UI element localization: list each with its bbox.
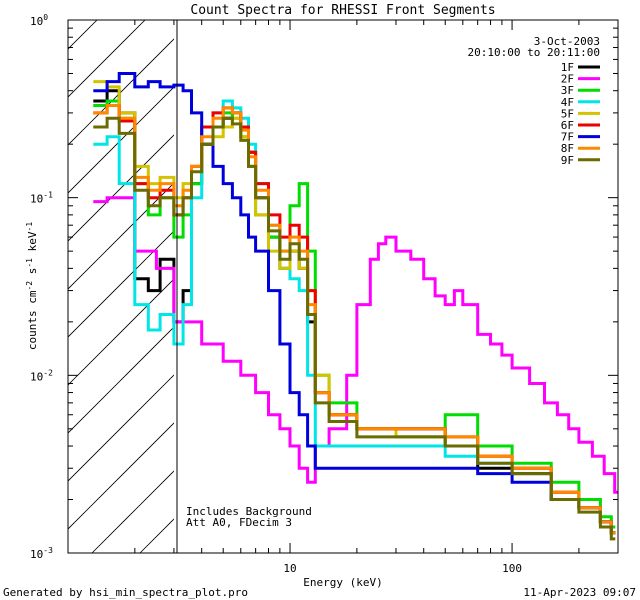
hatch-line [68, 182, 174, 290]
footer-timestamp: 11-Apr-2023 09:07 [523, 586, 636, 599]
y-tick-label: 10-3 [30, 546, 53, 561]
chart-title: Count Spectra for RHESSI Front Segments [190, 3, 495, 18]
y-tick-labels: 10-3 10-2 10-1 100 [30, 13, 53, 561]
legend-label-3F: 3F [561, 84, 574, 97]
date-label: 3-Oct-2003 [534, 35, 600, 48]
series-8F [93, 104, 616, 535]
y-axis-label: counts cm-2 s-1 keV-1 [25, 222, 39, 350]
hatch-line [68, 278, 174, 386]
plot-frame [67, 19, 619, 554]
x-axis-label: Energy (keV) [303, 576, 382, 589]
hatched-region [0, 0, 640, 553]
hatch-line [68, 422, 174, 530]
series-9F [93, 116, 616, 541]
series-5F [93, 80, 616, 535]
series-2F [93, 196, 618, 494]
hatch-line [68, 326, 174, 434]
hatch-line [68, 38, 174, 146]
annotation-attenuator: Att A0, FDecim 3 [186, 516, 292, 529]
legend-label-2F: 2F [561, 73, 574, 86]
legend-label-8F: 8F [561, 142, 574, 155]
hatch-line [68, 20, 146, 98]
x-tick-labels: 10 100 [283, 562, 522, 575]
hatch-line [0, 0, 28, 553]
legend-label-4F: 4F [561, 96, 574, 109]
y-tick-label: 100 [30, 13, 48, 28]
footer-generated-by: Generated by hsi_min_spectra_plot.pro [3, 586, 248, 599]
legend-label-1F: 1F [561, 61, 574, 74]
y-tick-label: 10-2 [30, 368, 53, 383]
hatch-line [68, 374, 174, 482]
hatch-line [236, 0, 640, 553]
series-1F [93, 89, 616, 535]
legend-label-6F: 6F [561, 119, 574, 132]
y-tick-label: 10-1 [30, 191, 53, 206]
time-label: 20:10:00 to 20:11:00 [468, 46, 600, 59]
axis-ticks [67, 20, 619, 554]
x-tick-label: 10 [283, 562, 296, 575]
x-tick-label: 100 [502, 562, 522, 575]
legend-label-7F: 7F [561, 131, 574, 144]
legend-label-9F: 9F [561, 154, 574, 167]
series-layer [93, 72, 618, 541]
legend-label-5F: 5F [561, 107, 574, 120]
annotation-background: Includes Background [186, 505, 312, 518]
hatch-line [68, 230, 174, 338]
